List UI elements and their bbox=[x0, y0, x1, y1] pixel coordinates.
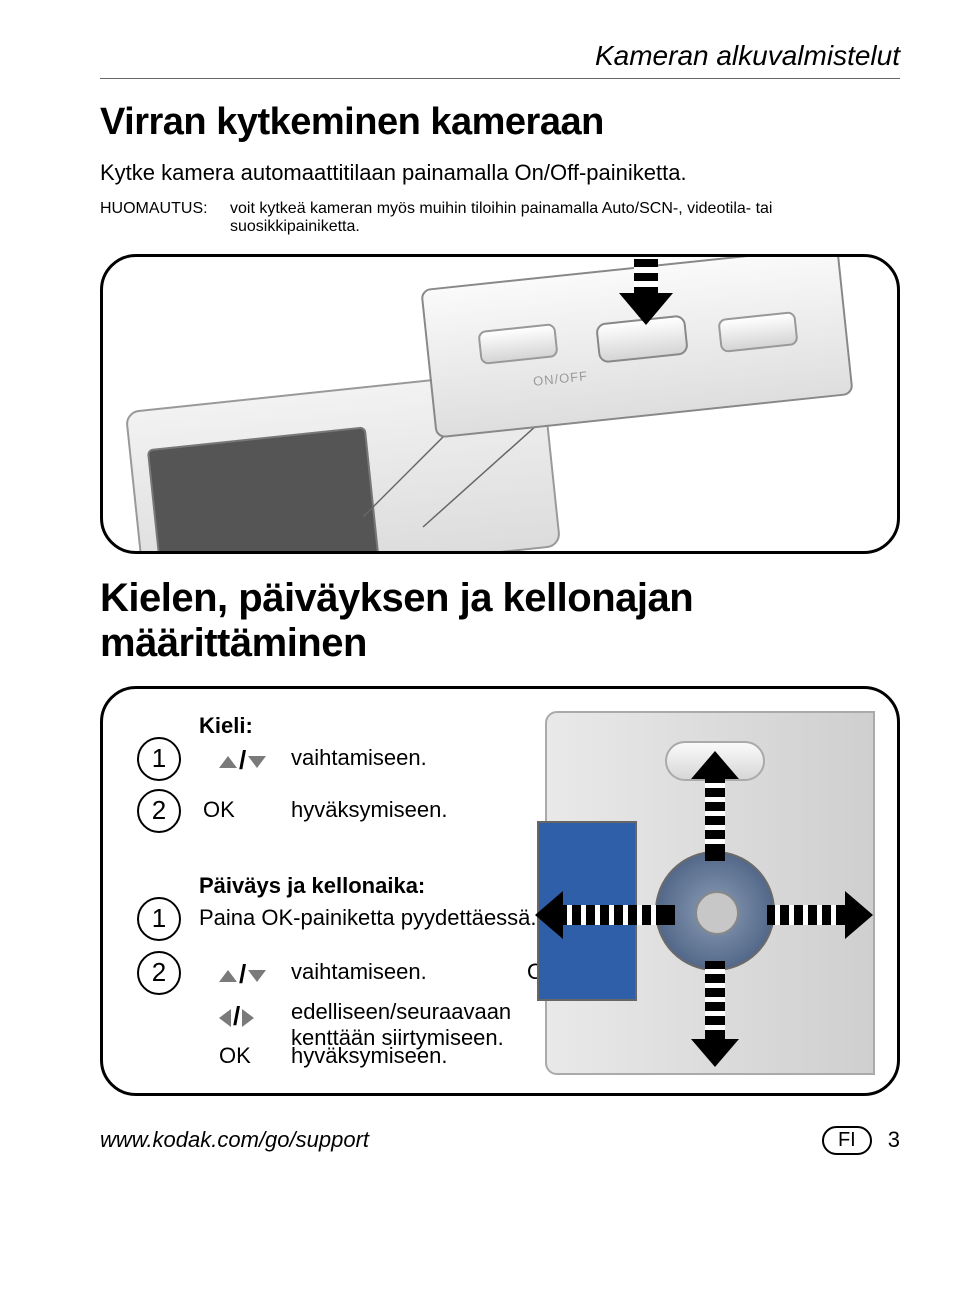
section1-title: Virran kytkeminen kameraan bbox=[100, 101, 900, 144]
section2-title: Kielen, päiväyksen ja kellonajan määritt… bbox=[100, 576, 900, 666]
camera-side-illustration bbox=[545, 711, 875, 1075]
breadcrumb: Kameran alkuvalmistelut bbox=[100, 40, 900, 72]
language-pill: FI bbox=[822, 1126, 872, 1155]
step-number: 1 bbox=[152, 903, 166, 934]
arrow-down-icon bbox=[697, 961, 733, 1071]
header-rule bbox=[100, 78, 900, 79]
lang-step2-action: hyväksymiseen. bbox=[291, 797, 448, 823]
ok-label: OK bbox=[203, 797, 235, 823]
datetime-heading: Päiväys ja kellonaika: bbox=[199, 873, 425, 899]
up-down-arrows-icon: / bbox=[219, 961, 266, 992]
illustration-power-on: ON/OFF bbox=[100, 254, 900, 554]
press-arrow-icon bbox=[629, 254, 663, 331]
step-badge: 2 bbox=[137, 789, 181, 833]
dt-step2-action1: vaihtamiseen. bbox=[291, 959, 427, 985]
arrow-up-icon bbox=[697, 751, 733, 861]
arrow-right-icon bbox=[767, 897, 877, 933]
step-badge: 1 bbox=[137, 897, 181, 941]
section1-subtitle: Kytke kamera automaattitilaan painamalla… bbox=[100, 158, 900, 188]
footer-url: www.kodak.com/go/support bbox=[100, 1127, 369, 1153]
up-down-arrows-icon: / bbox=[219, 747, 266, 778]
lang-step1-action: vaihtamiseen. bbox=[291, 745, 427, 771]
section1-note: HUOMAUTUS: voit kytkeä kameran myös muih… bbox=[100, 200, 900, 236]
step-badge: 1 bbox=[137, 737, 181, 781]
dt-step2-action3: hyväksymiseen. bbox=[291, 1043, 448, 1069]
language-heading: Kieli: bbox=[199, 713, 253, 739]
arrow-left-icon bbox=[535, 897, 675, 933]
step-number: 2 bbox=[152, 795, 166, 826]
dt-step1-action: Paina OK-painiketta pyydettäessä. bbox=[199, 905, 537, 931]
zoom-callout: ON/OFF bbox=[427, 267, 847, 447]
step-badge: 2 bbox=[137, 951, 181, 995]
step-number: 1 bbox=[152, 743, 166, 774]
note-label: HUOMAUTUS: bbox=[100, 200, 208, 217]
note-body: voit kytkeä kameran myös muihin tiloihin… bbox=[230, 200, 772, 235]
page-footer: www.kodak.com/go/support FI 3 bbox=[100, 1126, 900, 1155]
step-number: 2 bbox=[152, 957, 166, 988]
illustration-language-datetime: Kieli: 1 / vaihtamiseen. 2 OK hyväksymis… bbox=[100, 686, 900, 1096]
page-number: 3 bbox=[888, 1127, 900, 1153]
left-right-arrows-icon: / bbox=[219, 1003, 254, 1034]
ok-label: OK bbox=[219, 1043, 251, 1069]
